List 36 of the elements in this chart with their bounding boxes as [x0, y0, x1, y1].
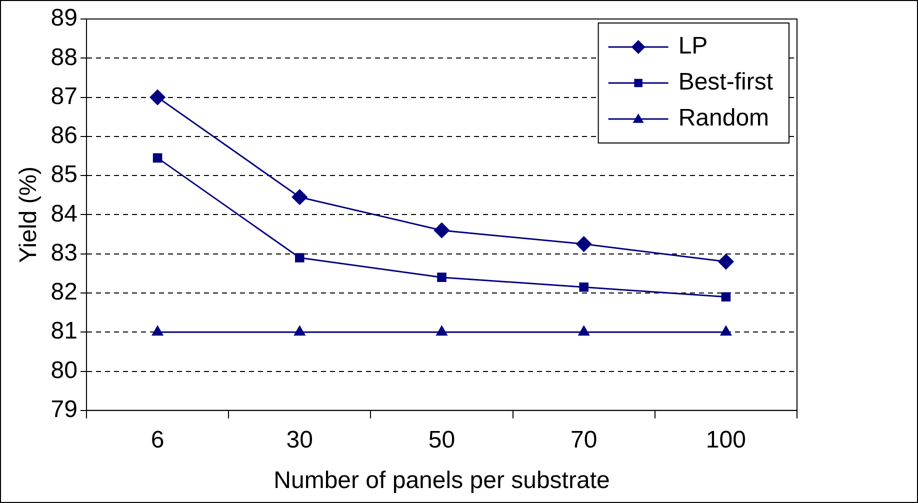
y-axis-title: Yield (%)	[15, 166, 42, 263]
point	[721, 292, 731, 302]
y-tick-label: 84	[50, 200, 78, 228]
y-tick-label: 86	[50, 122, 78, 150]
y-tick-label: 87	[50, 82, 78, 110]
point	[152, 326, 164, 336]
x-tick-label: 6	[150, 426, 164, 454]
y-tick-label: 80	[50, 356, 78, 384]
point	[720, 326, 732, 336]
x-tick-label: 50	[428, 426, 456, 454]
point	[295, 253, 304, 262]
x-axis-title: Number of panels per substrate	[274, 467, 610, 494]
legend-label: Best-first	[678, 68, 774, 96]
point	[292, 189, 308, 205]
y-tick-label: 89	[50, 4, 78, 32]
point	[437, 272, 446, 282]
point	[150, 90, 166, 106]
legend-label: Random	[678, 104, 770, 132]
point	[436, 326, 448, 336]
y-tick-label: 88	[50, 44, 78, 71]
point	[578, 326, 590, 336]
x-tick-label: 100	[706, 426, 746, 454]
x-tick-label: 70	[570, 426, 598, 454]
point	[576, 236, 592, 252]
point	[718, 254, 734, 270]
y-tick-label: 79	[50, 396, 78, 424]
point	[579, 282, 588, 292]
point	[294, 326, 306, 336]
point	[152, 153, 162, 163]
y-tick-label: 81	[50, 318, 78, 345]
x-tick-label: 30	[286, 426, 313, 454]
y-tick-label: 82	[50, 278, 78, 306]
legend-label: LP	[678, 32, 708, 60]
y-tick-label: 85	[50, 161, 78, 188]
point	[434, 222, 450, 238]
y-tick-label: 83	[50, 239, 78, 266]
